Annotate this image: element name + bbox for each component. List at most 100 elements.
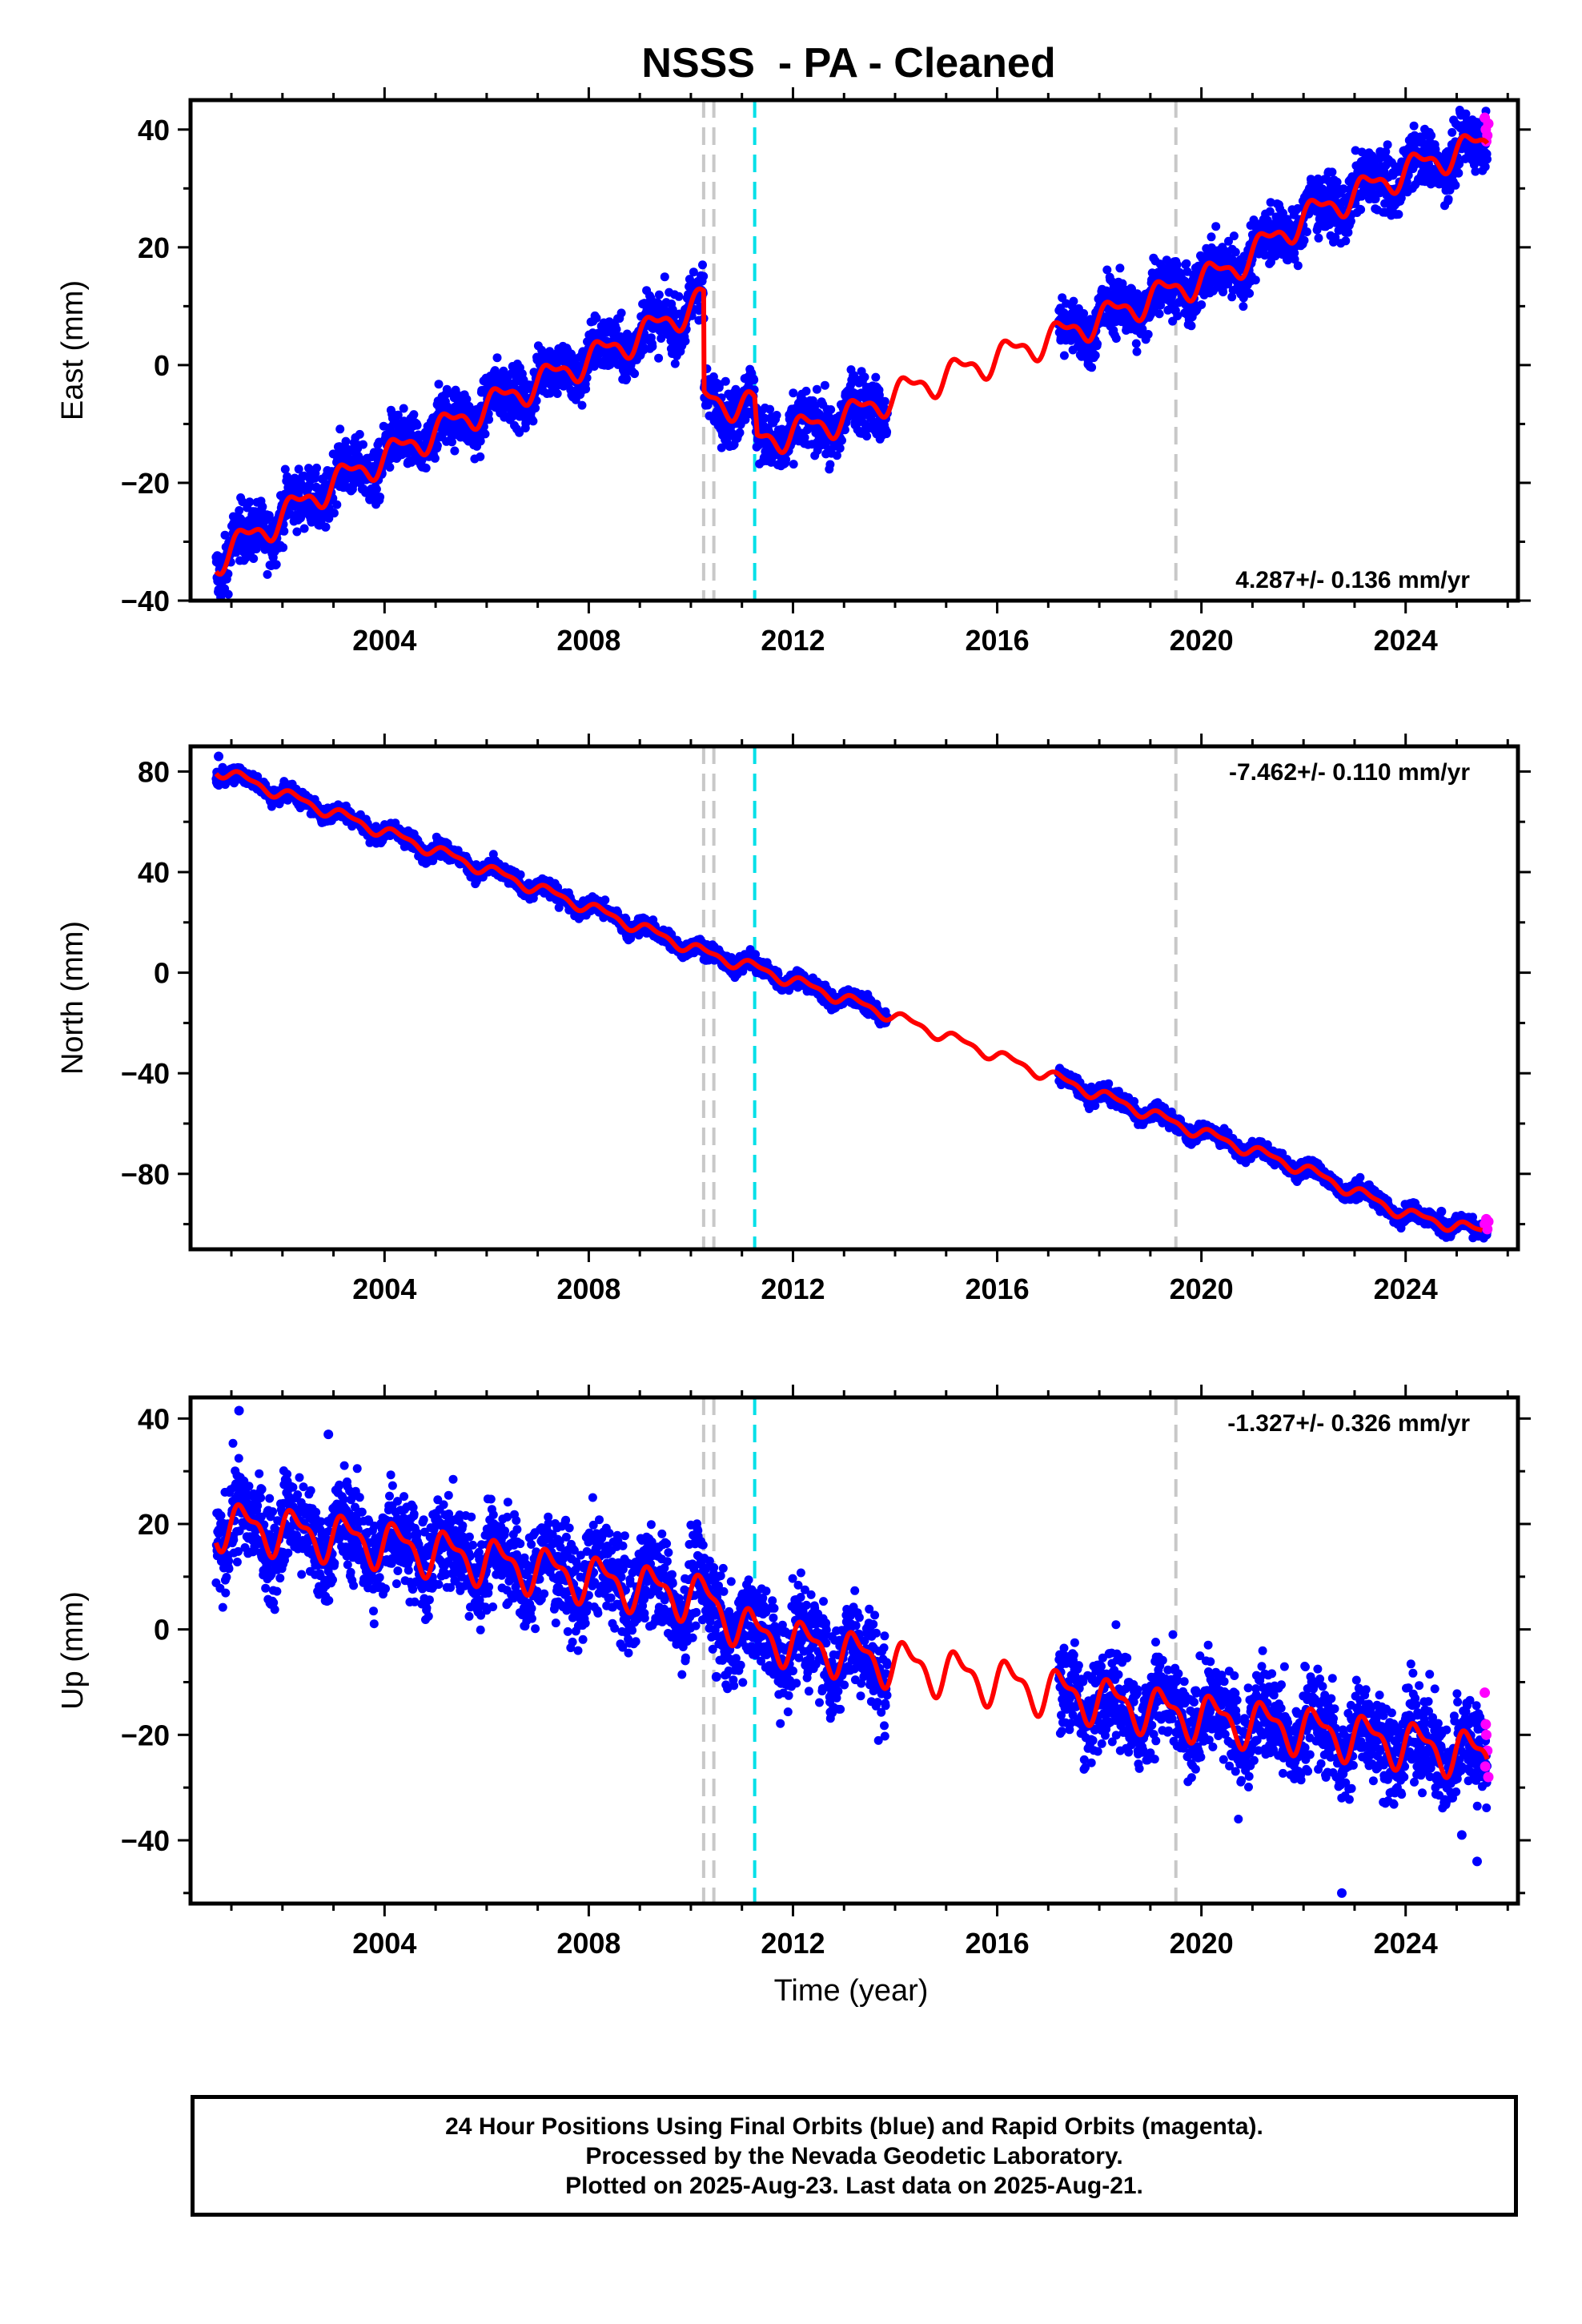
data-point bbox=[258, 502, 267, 512]
data-point bbox=[1154, 309, 1164, 319]
data-point bbox=[1207, 232, 1216, 242]
data-point bbox=[430, 453, 440, 463]
data-point bbox=[280, 464, 290, 474]
data-point bbox=[294, 464, 303, 474]
data-point bbox=[749, 376, 759, 384]
data-point bbox=[484, 415, 494, 424]
data-point bbox=[1111, 334, 1121, 344]
data-point bbox=[299, 524, 309, 533]
data-point bbox=[1427, 131, 1436, 140]
data-point bbox=[735, 428, 745, 437]
data-point bbox=[279, 543, 288, 553]
data-point bbox=[223, 589, 233, 599]
y-tick-label: 0 bbox=[154, 349, 170, 382]
data-point bbox=[616, 308, 626, 318]
data-point bbox=[220, 530, 230, 540]
data-point bbox=[1394, 210, 1403, 219]
data-point bbox=[1231, 247, 1240, 257]
data-point bbox=[462, 395, 472, 404]
data-point bbox=[516, 870, 525, 879]
data-point bbox=[242, 553, 251, 562]
data-point bbox=[1341, 236, 1351, 246]
y-tick-label: −40 bbox=[121, 585, 170, 617]
plot-area bbox=[211, 746, 1494, 1249]
y-tick-label: 20 bbox=[138, 231, 170, 264]
data-point bbox=[238, 497, 247, 507]
panel-2: 2004 2008 2012 2016 2020 2024−80−4004080North… bbox=[56, 734, 1531, 1305]
data-point bbox=[1480, 162, 1490, 171]
data-point bbox=[1143, 330, 1153, 339]
data-point bbox=[421, 464, 431, 472]
data-point bbox=[781, 455, 791, 464]
data-point bbox=[223, 569, 233, 579]
plot-area bbox=[211, 100, 1494, 601]
data-point bbox=[882, 427, 892, 436]
y-tick-label: −20 bbox=[121, 467, 170, 500]
y-tick-label: 40 bbox=[138, 114, 170, 147]
data-point bbox=[721, 376, 730, 386]
data-point bbox=[835, 444, 845, 453]
data-point bbox=[1454, 168, 1464, 178]
data-point bbox=[409, 410, 419, 420]
x-tick-label: 2012 bbox=[761, 624, 825, 657]
data-point bbox=[630, 369, 640, 379]
data-point bbox=[393, 410, 403, 420]
model-line bbox=[214, 133, 1490, 577]
data-point bbox=[1299, 235, 1309, 245]
data-point bbox=[698, 260, 707, 270]
data-point bbox=[1093, 339, 1102, 348]
data-point bbox=[515, 428, 524, 437]
x-tick-label: 2016 bbox=[966, 624, 1030, 657]
data-point bbox=[312, 463, 321, 472]
data-point bbox=[249, 554, 259, 563]
data-point bbox=[434, 380, 444, 389]
data-point bbox=[1059, 351, 1069, 360]
data-point bbox=[1239, 302, 1248, 312]
data-point bbox=[476, 436, 485, 446]
data-point bbox=[1447, 127, 1457, 137]
x-tick-label: 2004 bbox=[352, 624, 416, 657]
data-point bbox=[654, 353, 664, 363]
data-point bbox=[329, 509, 339, 518]
data-point bbox=[214, 586, 224, 597]
data-point bbox=[826, 405, 836, 414]
data-point bbox=[399, 404, 408, 413]
data-point bbox=[1483, 155, 1492, 164]
data-point bbox=[772, 411, 781, 420]
data-point bbox=[612, 324, 621, 334]
data-point bbox=[1314, 233, 1323, 243]
data-point bbox=[1219, 287, 1228, 297]
data-point bbox=[235, 506, 244, 515]
data-point bbox=[1356, 205, 1366, 215]
data-point bbox=[528, 416, 538, 426]
data-point bbox=[283, 472, 292, 481]
data-point bbox=[216, 577, 227, 588]
data-point bbox=[332, 500, 342, 509]
rate-label: 4.287+/- 0.136 mm/yr bbox=[1235, 567, 1470, 593]
data-point bbox=[801, 386, 811, 396]
data-point bbox=[1293, 261, 1303, 271]
data-point bbox=[432, 441, 442, 450]
data-point bbox=[577, 400, 587, 410]
data-point bbox=[245, 497, 255, 507]
data-point bbox=[1443, 195, 1453, 204]
data-point bbox=[552, 389, 562, 398]
data-point bbox=[1069, 296, 1078, 306]
data-point bbox=[375, 493, 385, 502]
data-point bbox=[622, 329, 632, 339]
data-point bbox=[880, 396, 889, 406]
data-point bbox=[820, 380, 829, 390]
data-point bbox=[670, 359, 680, 368]
data-point bbox=[531, 404, 540, 413]
data-point bbox=[1186, 321, 1196, 331]
x-tick-label: 2020 bbox=[1170, 624, 1234, 657]
data-point bbox=[862, 432, 872, 441]
data-point bbox=[581, 384, 591, 394]
data-point bbox=[1182, 259, 1191, 268]
data-point bbox=[1090, 351, 1100, 360]
data-point bbox=[717, 443, 726, 452]
data-point bbox=[660, 272, 669, 282]
data-point bbox=[1087, 363, 1097, 372]
data-point bbox=[271, 560, 281, 569]
data-point bbox=[1451, 180, 1460, 190]
